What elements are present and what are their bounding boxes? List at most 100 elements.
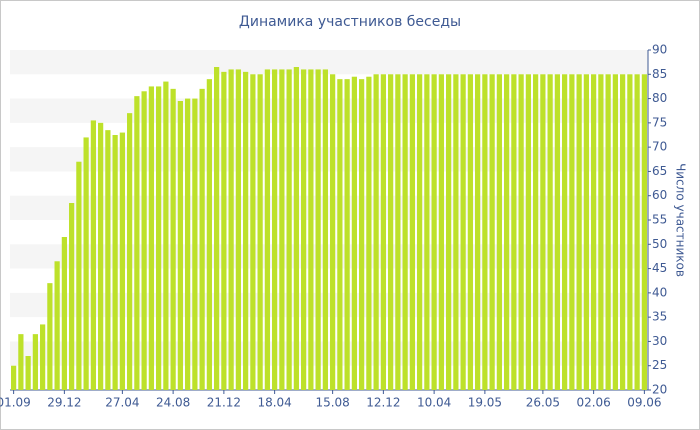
- bar: [141, 91, 147, 391]
- bar: [380, 74, 386, 391]
- bar: [359, 79, 365, 391]
- y-tick-label: 20: [652, 383, 667, 397]
- bar: [627, 74, 633, 391]
- bar: [177, 101, 183, 390]
- x-tick-label: 24.08: [156, 396, 190, 410]
- bar: [264, 69, 270, 390]
- bar: [424, 74, 430, 391]
- bar: [322, 69, 328, 390]
- x-tick-label: 10.04: [417, 396, 451, 410]
- bar: [612, 74, 618, 391]
- y-tick-label: 60: [652, 188, 667, 202]
- bar: [576, 74, 582, 391]
- x-tick-label: 12.12: [366, 396, 400, 410]
- bar: [525, 74, 531, 391]
- bar: [228, 69, 234, 390]
- bar: [337, 79, 343, 391]
- y-axis-title: Число участников: [674, 163, 688, 277]
- bar: [460, 74, 466, 391]
- bar: [591, 74, 597, 391]
- bar: [54, 261, 60, 390]
- bar: [83, 137, 89, 390]
- x-tick-label: 09.06: [627, 396, 661, 410]
- bar: [156, 86, 162, 390]
- chart-title: Динамика участников беседы: [239, 14, 461, 30]
- bar: [315, 69, 321, 390]
- y-tick-label: 25: [652, 358, 667, 372]
- bar: [69, 203, 75, 390]
- bar: [170, 88, 176, 390]
- bar: [620, 74, 626, 391]
- y-tick-label: 75: [652, 115, 667, 129]
- bar: [569, 74, 575, 391]
- bar: [18, 334, 24, 390]
- bar: [257, 74, 263, 391]
- x-tick-label: 01.09: [0, 396, 31, 410]
- bar: [185, 98, 191, 391]
- bar: [286, 69, 292, 390]
- bar: [634, 74, 640, 391]
- bar: [293, 67, 299, 390]
- bar: [32, 334, 38, 390]
- bar: [76, 161, 82, 390]
- bar: [11, 365, 17, 390]
- bar: [119, 132, 125, 391]
- bar: [402, 74, 408, 391]
- bar: [250, 74, 256, 391]
- x-tick-label: 15.08: [315, 396, 349, 410]
- y-tick-label: 70: [652, 140, 667, 154]
- bar: [446, 74, 452, 391]
- y-tick-label: 90: [652, 43, 667, 57]
- x-tick-label: 27.04: [105, 396, 139, 410]
- bar: [562, 74, 568, 391]
- x-tick-label: 02.06: [576, 396, 610, 410]
- bar: [467, 74, 473, 391]
- y-tick-label: 40: [652, 285, 667, 299]
- bar: [199, 88, 205, 390]
- bar: [453, 74, 459, 391]
- bar: [554, 74, 560, 391]
- bar: [641, 74, 647, 391]
- bar: [373, 74, 379, 391]
- bar: [214, 67, 220, 390]
- bar: [330, 74, 336, 391]
- bar: [533, 74, 539, 391]
- y-tick-label: 50: [652, 237, 667, 251]
- bar: [547, 74, 553, 391]
- bar: [279, 69, 285, 390]
- bar: [105, 130, 111, 390]
- bar: [308, 69, 314, 390]
- bar: [395, 74, 401, 391]
- bar: [431, 74, 437, 391]
- bar: [438, 74, 444, 391]
- bar: [163, 81, 169, 391]
- bar: [40, 324, 46, 390]
- bar: [148, 86, 154, 390]
- bar: [583, 74, 589, 391]
- bar: [25, 356, 31, 390]
- y-tick-label: 55: [652, 213, 667, 227]
- bar: [206, 79, 212, 391]
- bar: [112, 135, 118, 390]
- bar: [496, 74, 502, 391]
- bar: [605, 74, 611, 391]
- bar: [127, 113, 133, 391]
- y-tick-label: 85: [652, 67, 667, 81]
- bar: [134, 96, 140, 391]
- x-tick-label: 21.12: [207, 396, 241, 410]
- bar: [90, 120, 96, 390]
- bar: [366, 76, 372, 390]
- y-tick-label: 80: [652, 91, 667, 105]
- bar: [344, 79, 350, 391]
- bar: [417, 74, 423, 391]
- bar: [511, 74, 517, 391]
- bar: [243, 71, 249, 390]
- x-tick-label: 26.05: [526, 396, 560, 410]
- bar: [47, 283, 53, 390]
- bar: [221, 71, 227, 390]
- bar: [540, 74, 546, 391]
- x-tick-label: 18.04: [257, 396, 291, 410]
- bar: [475, 74, 481, 391]
- bar: [192, 98, 198, 391]
